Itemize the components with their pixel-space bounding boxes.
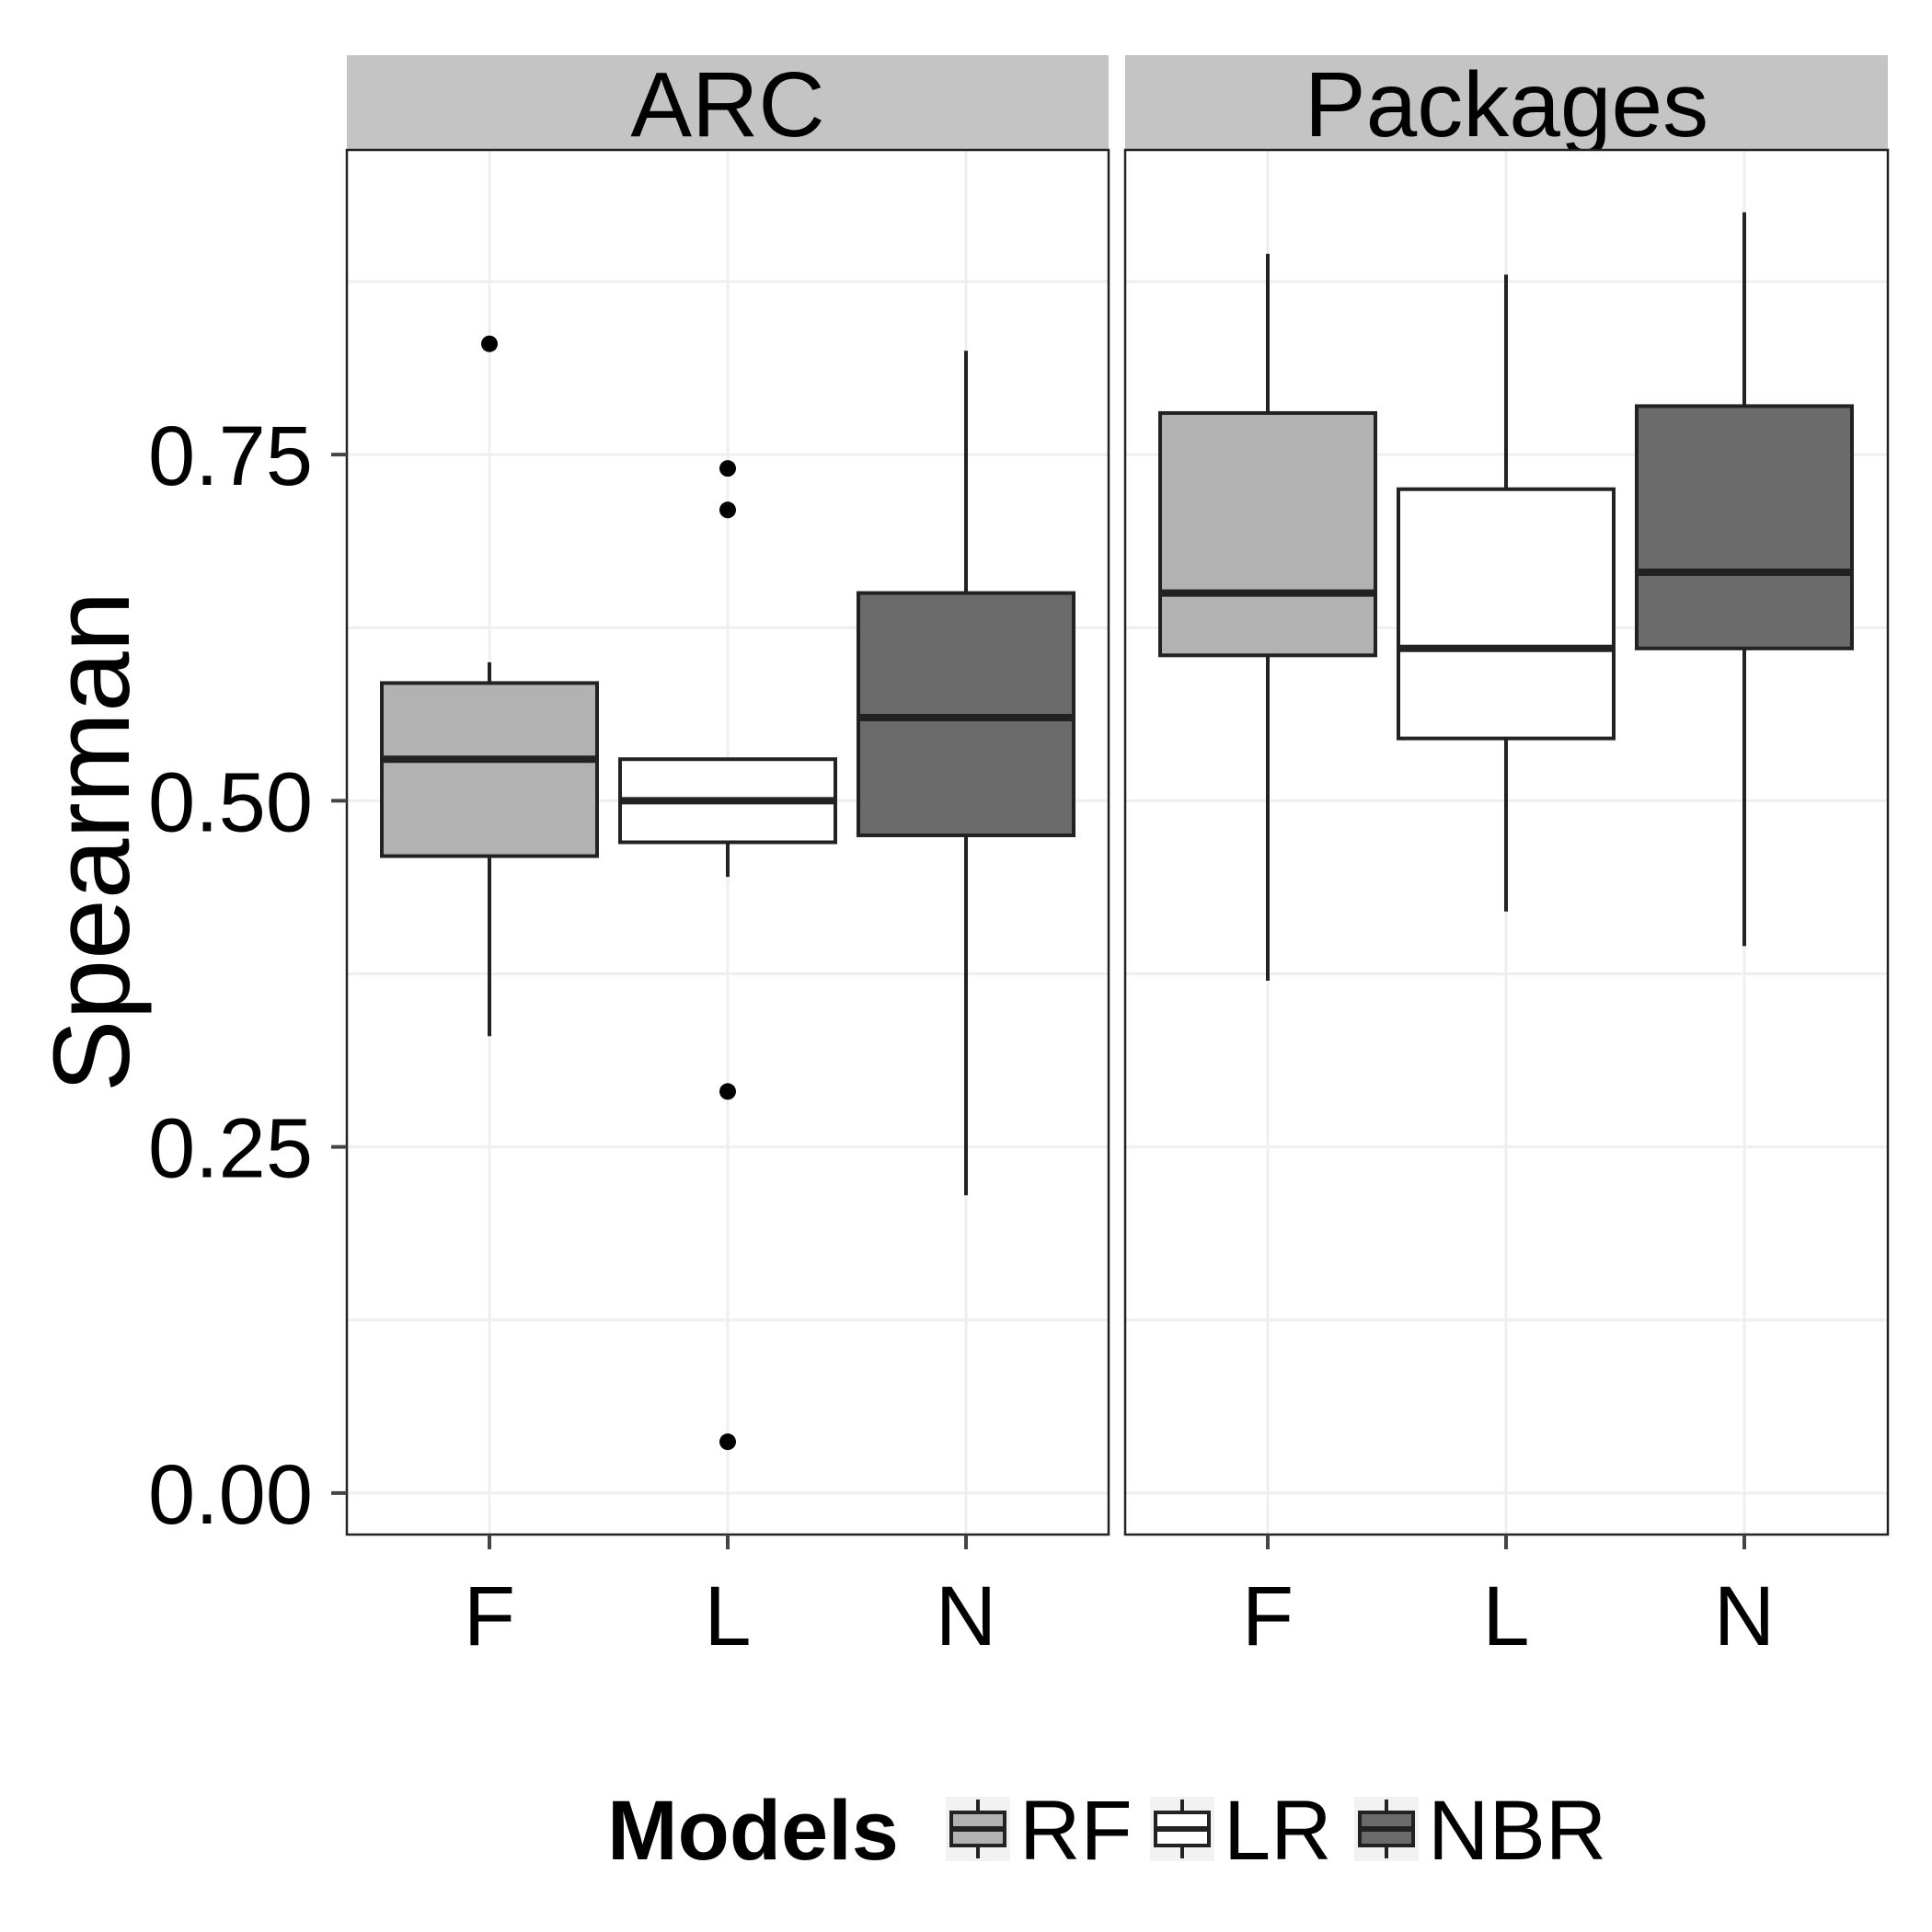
x-tick-label: F: [1242, 1570, 1294, 1663]
y-tick-label: 0.75: [148, 409, 313, 503]
outlier-point: [719, 501, 736, 519]
outlier-point: [719, 460, 736, 477]
outlier-point: [719, 1433, 736, 1451]
box-n-nbr: [1635, 212, 1854, 947]
facet-strip: [1125, 55, 1888, 150]
y-tick-label: 0.50: [148, 755, 313, 849]
box-l-lr: [1397, 274, 1616, 912]
box-body: [380, 681, 599, 858]
facet-strip: [347, 55, 1109, 150]
box-f-rf: [1158, 253, 1377, 981]
facet-title: Packages: [1305, 53, 1708, 156]
legend-label: NBR: [1428, 1784, 1606, 1878]
panel-arc: ARC F L N: [345, 53, 1110, 1663]
x-tick-label: F: [464, 1570, 515, 1663]
box-l-lr: [618, 460, 837, 1451]
facet-title: ARC: [630, 53, 824, 156]
box-body: [1158, 410, 1377, 658]
y-axis-label: Spearman: [31, 592, 153, 1092]
box-body: [1397, 487, 1616, 741]
x-tick-label: L: [704, 1570, 751, 1663]
legend-label: RF: [1019, 1784, 1133, 1878]
legend-title: Models: [607, 1784, 899, 1878]
outlier-point: [481, 335, 498, 352]
legend-label: LR: [1224, 1784, 1332, 1878]
legend-key-nbr: [1354, 1797, 1419, 1861]
y-tick-label: 0.25: [148, 1102, 313, 1196]
legend: Models RF LR NBR: [607, 1784, 1606, 1878]
legend-key-lr: [1150, 1797, 1214, 1861]
panels-layer: ARC F L N Packages F L N: [345, 53, 1890, 1663]
x-tick-label: N: [1714, 1570, 1775, 1663]
y-tick-label: 0.00: [148, 1448, 313, 1542]
panel-packages: Packages F L N: [1123, 53, 1890, 1663]
box-f-rf: [380, 335, 599, 1037]
x-tick-label: N: [936, 1570, 996, 1663]
outlier-point: [719, 1083, 736, 1100]
box-body: [1635, 404, 1854, 650]
y-axis: 0.00 0.25 0.50 0.75: [148, 409, 347, 1542]
box-n-nbr: [857, 351, 1075, 1196]
legend-key-rf: [946, 1797, 1010, 1861]
x-tick-label: L: [1482, 1570, 1529, 1663]
